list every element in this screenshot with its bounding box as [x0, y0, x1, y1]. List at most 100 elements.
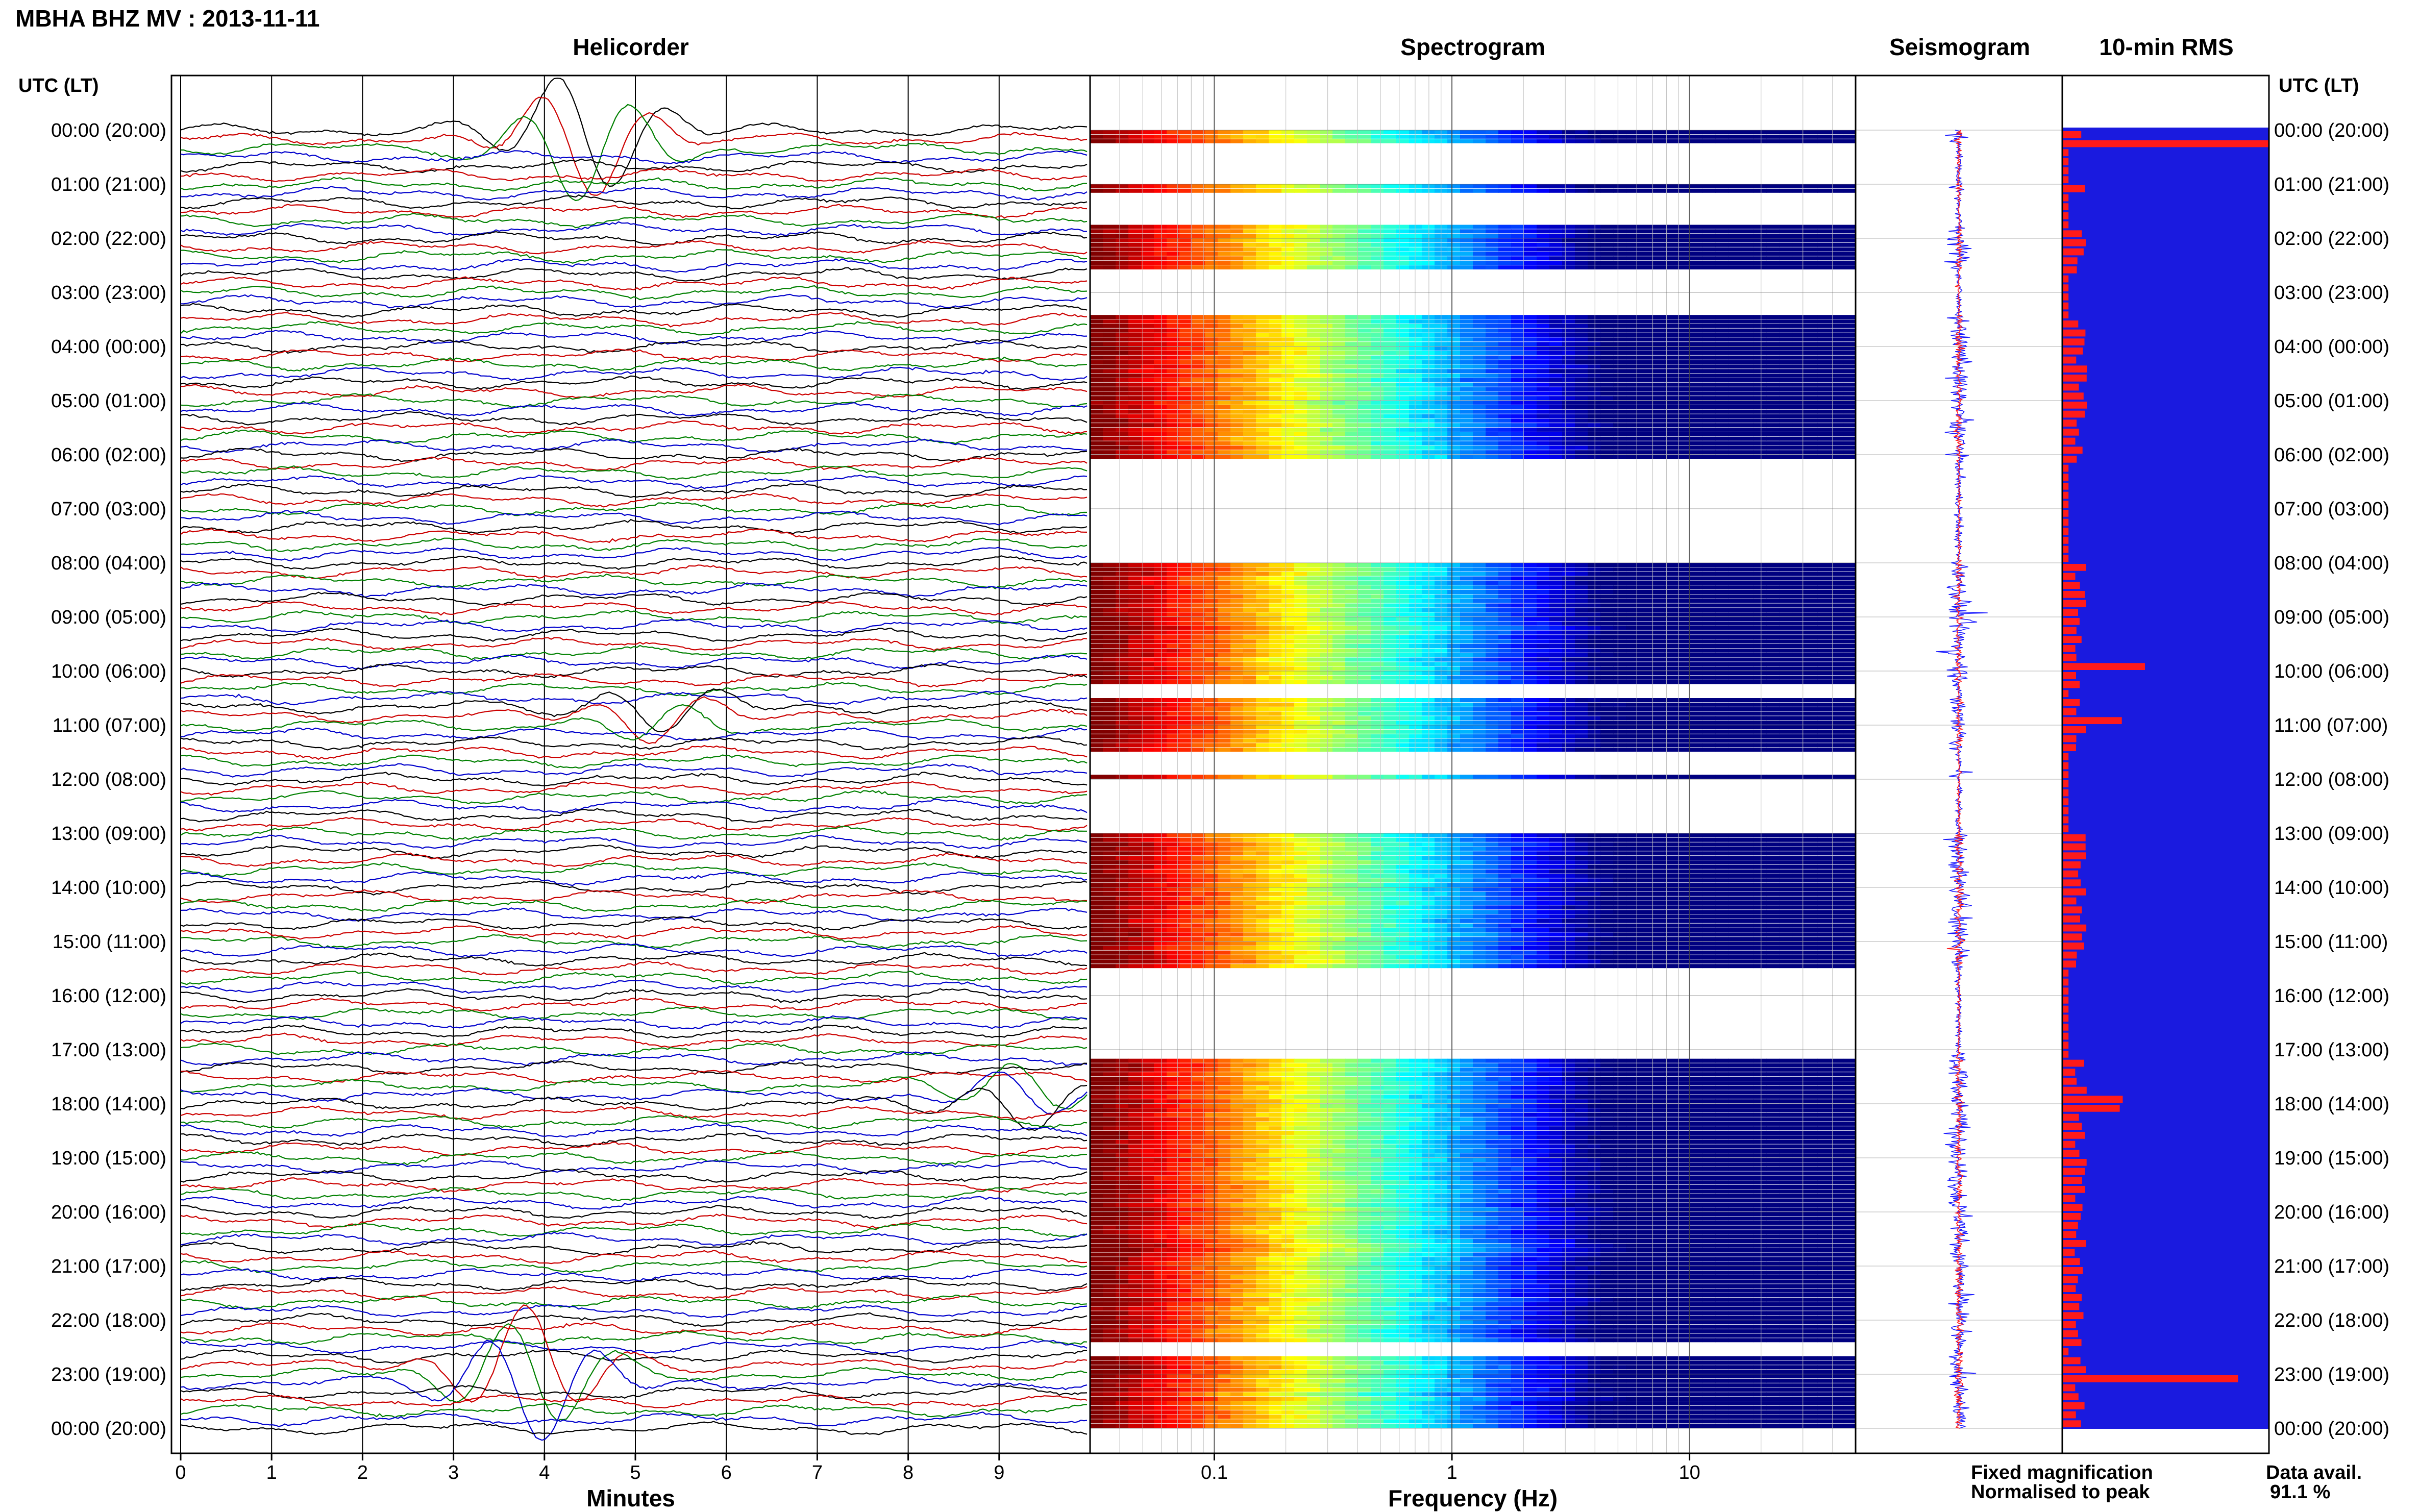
spectrogram-cell [1754, 252, 1767, 256]
spectrogram-cell [1281, 342, 1295, 346]
spectrogram-cell [1754, 387, 1767, 391]
spectrogram-cell [1486, 603, 1499, 608]
spectrogram-cell [1562, 234, 1575, 238]
spectrogram-cell [1422, 621, 1435, 626]
spectrogram-cell [1473, 630, 1486, 635]
spectrogram-cell [1409, 666, 1422, 671]
spectrogram-cell [1396, 603, 1410, 608]
spectrogram-cell [1294, 242, 1307, 247]
spectrogram-cell [1511, 387, 1524, 391]
spectrogram-cell [1141, 671, 1154, 675]
spectrogram-cell [1116, 455, 1129, 459]
spectrogram-cell [1549, 387, 1563, 391]
spectrogram-cell [1422, 328, 1435, 333]
spectrogram-cell [1600, 612, 1614, 617]
spectrogram-cell [1651, 621, 1665, 626]
spectrogram-cell [1294, 225, 1307, 229]
spectrogram-cell [1805, 653, 1818, 657]
spectrogram-cell [1792, 581, 1805, 585]
spectrogram-cell [1218, 387, 1231, 391]
spectrogram-cell [1473, 702, 1486, 707]
spectrogram-cell [1779, 671, 1792, 675]
spectrogram-cell [1320, 184, 1333, 188]
spectrogram-cell [1702, 576, 1716, 581]
spectrogram-cell [1817, 436, 1831, 441]
spectrogram-cell [1128, 455, 1142, 459]
spectrogram-cell [1715, 369, 1729, 374]
spectrogram-cell [1384, 225, 1397, 229]
helicorder-trace [180, 618, 1088, 633]
spectrogram-cell [1243, 351, 1256, 355]
spectrogram-cell [1422, 572, 1435, 576]
spectrogram-cell [1626, 567, 1639, 572]
spectrogram-cell [1307, 337, 1320, 342]
spectrogram-cell [1358, 346, 1371, 351]
spectrogram-cell [1358, 698, 1371, 702]
spectrogram-cell [1396, 572, 1410, 576]
helicorder-trace [180, 808, 1088, 823]
spectrogram-cell [1128, 567, 1142, 572]
spectrogram-cell [1690, 707, 1703, 711]
spectrogram-cell [1626, 401, 1639, 405]
spectrogram-cell [1422, 608, 1435, 612]
spectrogram-cell [1805, 188, 1818, 193]
spectrogram-cell [1218, 351, 1231, 355]
spectrogram-cell [1805, 671, 1818, 675]
spectrogram-cell [1498, 418, 1512, 423]
spectrogram-cell [1792, 621, 1805, 626]
spectrogram-cell [1167, 252, 1180, 256]
spectrogram-cell [1345, 418, 1359, 423]
spectrogram-cell [1741, 626, 1754, 630]
spectrogram-cell [1651, 234, 1665, 238]
spectrogram-cell [1409, 369, 1422, 374]
spectrogram-cell [1549, 238, 1563, 242]
spectrogram-cell [1473, 242, 1486, 247]
spectrogram-cell [1562, 711, 1575, 716]
spectrogram-cell [1741, 671, 1754, 675]
spectrogram-cell [1460, 662, 1473, 666]
spectrogram-cell [1779, 391, 1792, 396]
spectrogram-cell [1702, 617, 1716, 621]
spectrogram-cell [1728, 648, 1741, 653]
spectrogram-cell [1639, 409, 1652, 414]
spectrogram-cell [1626, 436, 1639, 441]
spectrogram-cell [1422, 405, 1435, 409]
spectrogram-cell [1473, 572, 1486, 576]
spectrogram-cell [1205, 378, 1218, 382]
spectrogram-cell [1307, 391, 1320, 396]
spectrogram-cell [1805, 238, 1818, 242]
spectrogram-cell [1384, 261, 1397, 265]
spectrogram-cell [1830, 418, 1843, 423]
spectrogram-cell [1588, 671, 1601, 675]
spectrogram-cell [1651, 405, 1665, 409]
spectrogram-cell [1345, 680, 1359, 684]
spectrogram-cell [1141, 324, 1154, 328]
spectrogram-cell [1690, 409, 1703, 414]
spectrogram-cell [1192, 333, 1205, 337]
spectrogram-cell [1524, 612, 1537, 617]
helicorder-trace [180, 682, 1088, 697]
spectrogram-cell [1486, 364, 1499, 369]
spectrogram-cell [1167, 612, 1180, 617]
spectrogram-row [1090, 396, 1856, 401]
spectrogram-cell [1230, 261, 1244, 265]
spectrogram-cell [1843, 261, 1856, 265]
spectrogram-cell [1805, 261, 1818, 265]
spectrogram-cell [1537, 256, 1550, 261]
spectrogram-cell [1256, 364, 1269, 369]
spectrogram-cell [1588, 432, 1601, 436]
spectrogram-cell [1817, 657, 1831, 662]
spectrogram-cell [1116, 184, 1129, 188]
helicorder-trace [180, 1070, 1088, 1084]
helicorder-trace [180, 447, 1088, 462]
spectrogram-cell [1090, 657, 1103, 662]
spectrogram-cell [1167, 576, 1180, 581]
spectrogram-cell [1218, 134, 1231, 139]
spectrogram-cell [1524, 617, 1537, 621]
spectrogram-cell [1600, 572, 1614, 576]
spectrogram-cell [1792, 315, 1805, 319]
spectrogram-cell [1792, 252, 1805, 256]
helicorder-trace [180, 276, 1088, 291]
spectrogram-cell [1179, 360, 1193, 364]
spectrogram-cell [1754, 238, 1767, 242]
